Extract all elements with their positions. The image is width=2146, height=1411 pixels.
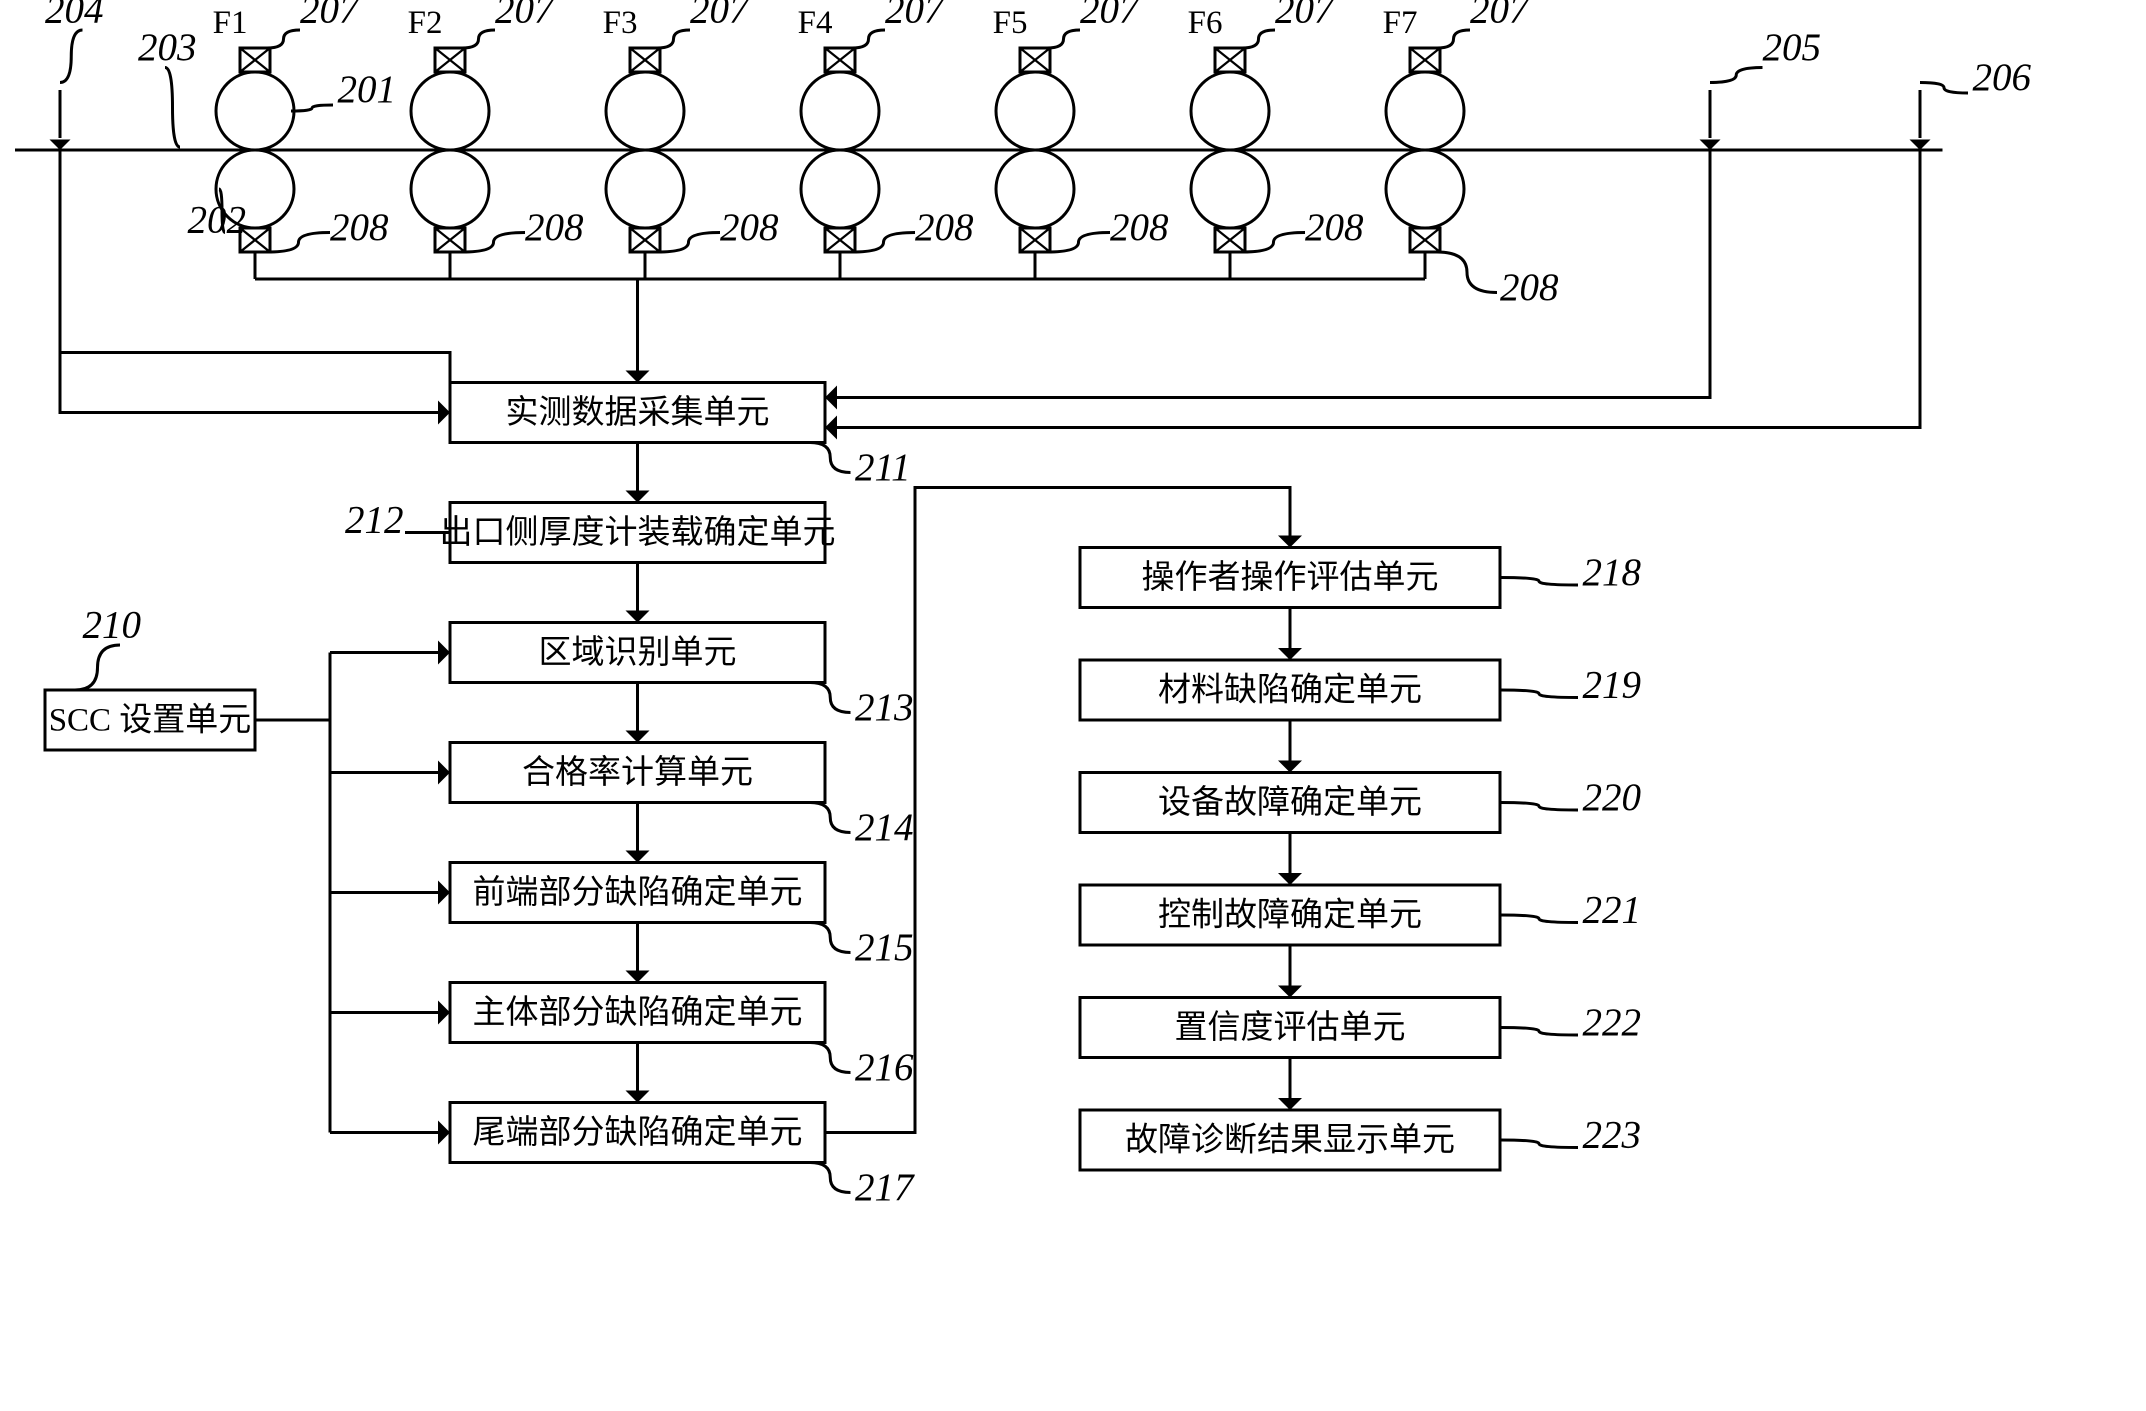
bottom-roll [1386, 150, 1464, 228]
svg-text:前端部分缺陷确定单元: 前端部分缺陷确定单元 [473, 874, 803, 911]
svg-text:208: 208 [525, 206, 584, 249]
svg-text:F7: F7 [1383, 5, 1418, 41]
svg-text:214: 214 [855, 806, 914, 849]
svg-text:203: 203 [138, 26, 197, 69]
svg-text:操作者操作评估单元: 操作者操作评估单元 [1142, 559, 1439, 596]
svg-text:207: 207 [1275, 0, 1335, 32]
svg-text:区域识别单元: 区域识别单元 [539, 634, 737, 671]
top-roll [1191, 72, 1269, 150]
svg-text:F4: F4 [798, 5, 833, 41]
svg-text:控制故障确定单元: 控制故障确定单元 [1158, 897, 1422, 934]
bottom-roll [996, 150, 1074, 228]
bottom-roll [411, 150, 489, 228]
svg-text:212: 212 [345, 499, 404, 542]
svg-text:208: 208 [915, 206, 974, 249]
svg-text:207: 207 [495, 0, 555, 32]
svg-text:208: 208 [720, 206, 779, 249]
svg-text:合格率计算单元: 合格率计算单元 [522, 754, 753, 791]
svg-text:208: 208 [1500, 266, 1559, 309]
svg-text:219: 219 [1583, 664, 1642, 707]
svg-text:207: 207 [690, 0, 750, 32]
svg-text:222: 222 [1583, 1001, 1642, 1044]
svg-text:207: 207 [300, 0, 360, 32]
svg-text:SCC 设置单元: SCC 设置单元 [49, 703, 252, 739]
svg-text:207: 207 [1080, 0, 1140, 32]
svg-text:尾端部分缺陷确定单元: 尾端部分缺陷确定单元 [473, 1114, 803, 1151]
svg-text:201: 201 [338, 68, 397, 111]
svg-text:205: 205 [1763, 26, 1822, 69]
svg-text:主体部分缺陷确定单元: 主体部分缺陷确定单元 [473, 994, 803, 1031]
top-roll [606, 72, 684, 150]
top-roll [411, 72, 489, 150]
svg-text:设备故障确定单元: 设备故障确定单元 [1158, 784, 1422, 821]
svg-text:215: 215 [855, 926, 914, 969]
svg-text:208: 208 [1305, 206, 1364, 249]
svg-text:217: 217 [855, 1166, 915, 1209]
top-roll [216, 72, 294, 150]
svg-text:208: 208 [1110, 206, 1169, 249]
svg-text:210: 210 [83, 604, 142, 647]
top-roll [1386, 72, 1464, 150]
top-roll [801, 72, 879, 150]
svg-text:211: 211 [855, 446, 911, 489]
bottom-roll [606, 150, 684, 228]
svg-text:F1: F1 [213, 5, 248, 41]
svg-text:207: 207 [1470, 0, 1530, 32]
bottom-roll [801, 150, 879, 228]
svg-text:208: 208 [330, 206, 389, 249]
top-roll [996, 72, 1074, 150]
svg-text:207: 207 [885, 0, 945, 32]
svg-text:221: 221 [1583, 889, 1642, 932]
svg-text:216: 216 [855, 1046, 914, 1089]
svg-text:F2: F2 [408, 5, 443, 41]
svg-text:出口侧厚度计装载确定单元: 出口侧厚度计装载确定单元 [440, 514, 836, 551]
svg-text:置信度评估单元: 置信度评估单元 [1175, 1009, 1406, 1046]
svg-text:218: 218 [1583, 551, 1642, 594]
svg-text:材料缺陷确定单元: 材料缺陷确定单元 [1158, 672, 1422, 709]
bottom-roll [1191, 150, 1269, 228]
svg-text:实测数据采集单元: 实测数据采集单元 [506, 394, 770, 431]
svg-text:213: 213 [855, 686, 914, 729]
svg-text:F3: F3 [603, 5, 638, 41]
svg-text:F6: F6 [1188, 5, 1223, 41]
svg-text:故障诊断结果显示单元: 故障诊断结果显示单元 [1125, 1122, 1455, 1159]
svg-text:206: 206 [1973, 56, 2032, 99]
svg-text:F5: F5 [993, 5, 1028, 41]
svg-text:202: 202 [188, 199, 247, 242]
svg-text:220: 220 [1583, 776, 1642, 819]
svg-text:223: 223 [1583, 1114, 1642, 1157]
svg-text:204: 204 [45, 0, 104, 32]
